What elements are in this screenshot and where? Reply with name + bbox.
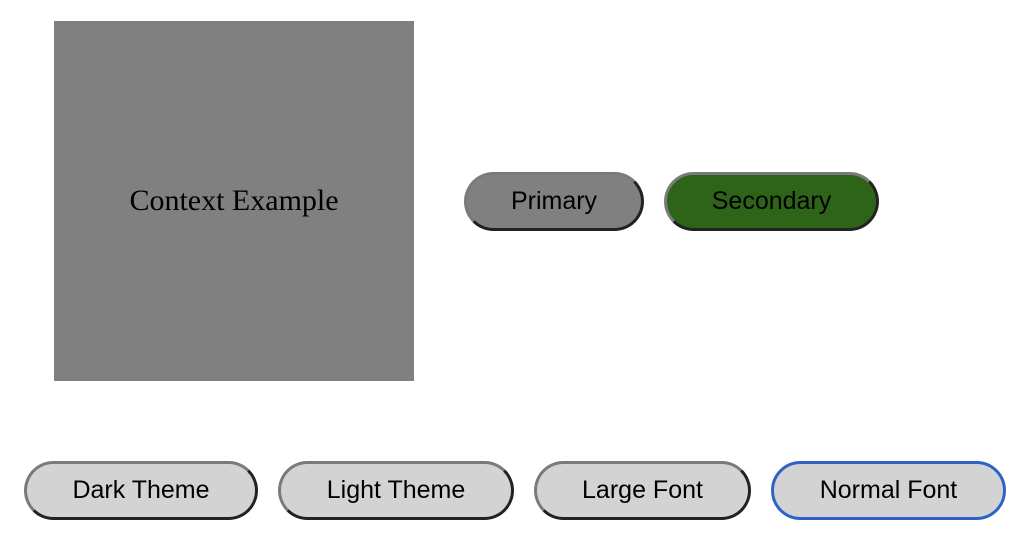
primary-button[interactable]: Primary bbox=[464, 172, 644, 231]
light-theme-button[interactable]: Light Theme bbox=[278, 461, 514, 520]
context-panel: Context Example bbox=[54, 21, 414, 381]
context-title: Context Example bbox=[129, 184, 339, 217]
normal-font-button[interactable]: Normal Font bbox=[771, 461, 1006, 520]
secondary-button[interactable]: Secondary bbox=[664, 172, 879, 231]
large-font-button[interactable]: Large Font bbox=[534, 461, 751, 520]
dark-theme-button[interactable]: Dark Theme bbox=[24, 461, 258, 520]
